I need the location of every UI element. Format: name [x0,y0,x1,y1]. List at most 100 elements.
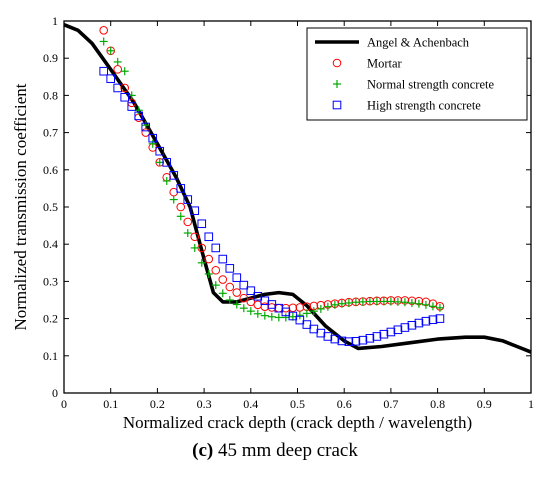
point-normal-strength-concrete [344,298,353,307]
point-high-strength-concrete [99,66,108,76]
x-tick-label: 1 [528,397,534,411]
series-normal-strength-concrete [99,37,444,322]
point-mortar [246,297,256,307]
point-mortar [267,303,277,312]
point-normal-strength-concrete [421,300,430,309]
point-high-strength-concrete [211,243,221,253]
point-normal-strength-concrete [141,121,150,130]
x-tick-label: 0 [61,397,67,411]
x-tick-label: 0.2 [150,397,165,411]
point-normal-strength-concrete [120,67,129,76]
point-normal-strength-concrete [274,313,283,322]
x-tick-label: 0.1 [103,397,118,411]
point-high-strength-concrete [421,316,431,326]
y-tick-label: 0.8 [43,88,58,102]
x-tick-label: 0.3 [197,397,212,411]
point-normal-strength-concrete [218,289,227,298]
axis-ticks: 0 0.1 0.2 0.3 0.4 0.5 0.6 0.7 0.8 0.9 1 0 0.1 0.2 0.3 0… [43,14,534,411]
legend-swatch-high-strength-concrete [332,100,342,110]
point-mortar [274,303,284,313]
y-tick-label: 0.3 [43,274,58,288]
x-tick-label: 0.8 [430,397,445,411]
point-normal-strength-concrete [400,298,409,307]
point-mortar [239,293,249,303]
x-tick-label: 0.9 [477,397,492,411]
point-normal-strength-concrete [435,303,444,312]
point-mortar [225,282,235,292]
point-high-strength-concrete [134,111,144,121]
series-high-strength-concrete [99,66,445,346]
y-tick-label: 0.9 [43,51,58,65]
legend-label-angel-achenbach: Angel & Achenbach [367,36,470,50]
point-high-strength-concrete [435,314,445,323]
point-normal-strength-concrete [393,297,402,306]
point-high-strength-concrete [407,320,417,330]
point-normal-strength-concrete [281,313,290,322]
point-high-strength-concrete [127,102,137,111]
point-high-strength-concrete [197,219,207,229]
x-tick-label: 0.4 [243,397,258,411]
point-normal-strength-concrete [309,307,318,316]
x-tick-label: 0.5 [290,397,305,411]
point-high-strength-concrete [344,337,354,346]
y-tick-label: 0.5 [43,200,58,214]
point-high-strength-concrete [155,146,165,156]
point-normal-strength-concrete [323,302,332,311]
point-high-strength-concrete [393,325,403,335]
chart: 0 0.1 0.2 0.3 0.4 0.5 0.6 0.7 0.8 0.9 1 0 0.1 0.2 0.3 0… [11,14,534,432]
point-normal-strength-concrete [414,299,423,308]
point-normal-strength-concrete [176,212,185,221]
x-tick-label: 0.7 [383,397,398,411]
point-normal-strength-concrete [127,91,136,100]
y-tick-label: 1 [52,14,58,28]
point-mortar [99,26,108,35]
point-mortar [141,128,151,137]
point-normal-strength-concrete [365,297,374,306]
point-normal-strength-concrete [330,300,339,309]
point-normal-strength-concrete [239,304,248,313]
point-normal-strength-concrete [386,297,395,306]
point-normal-strength-concrete [358,297,367,306]
point-normal-strength-concrete [316,304,325,313]
y-tick-label: 0.1 [43,349,58,363]
point-normal-strength-concrete [148,139,157,148]
point-high-strength-concrete [225,264,235,273]
point-normal-strength-concrete [162,176,171,185]
point-mortar [176,202,186,212]
point-normal-strength-concrete [197,258,206,267]
point-normal-strength-concrete [211,281,220,290]
point-high-strength-concrete [365,334,375,343]
point-high-strength-concrete [358,335,368,345]
point-high-strength-concrete [239,280,249,290]
point-mortar [260,302,270,311]
point-normal-strength-concrete [99,37,108,46]
figure-caption: (c) 45 mm deep crack [0,440,550,462]
point-high-strength-concrete [316,328,326,338]
point-normal-strength-concrete [134,106,143,115]
point-high-strength-concrete [428,315,438,325]
y-tick-label: 0.2 [43,312,58,326]
point-normal-strength-concrete [183,229,192,238]
point-high-strength-concrete [351,336,361,346]
point-normal-strength-concrete [267,312,276,321]
point-high-strength-concrete [141,122,151,132]
point-high-strength-concrete [337,336,347,346]
point-high-strength-concrete [176,184,186,193]
point-normal-strength-concrete [225,296,234,304]
point-high-strength-concrete [295,315,305,325]
point-normal-strength-concrete [106,46,115,55]
legend-label-high-strength-concrete: High strength concrete [367,99,481,113]
legend: Angel & Achenbach Mortar Normal strength c… [306,27,528,121]
legend-label-normal-strength-concrete: Normal strength concrete [367,78,494,92]
point-normal-strength-concrete [407,298,416,307]
point-normal-strength-concrete [372,297,381,306]
point-mortar [204,254,214,264]
point-high-strength-concrete [169,171,179,180]
point-high-strength-concrete [246,286,256,295]
point-high-strength-concrete [120,92,130,102]
point-normal-strength-concrete [246,307,255,316]
point-high-strength-concrete [372,332,382,341]
point-high-strength-concrete [218,254,228,264]
point-high-strength-concrete [204,232,214,242]
